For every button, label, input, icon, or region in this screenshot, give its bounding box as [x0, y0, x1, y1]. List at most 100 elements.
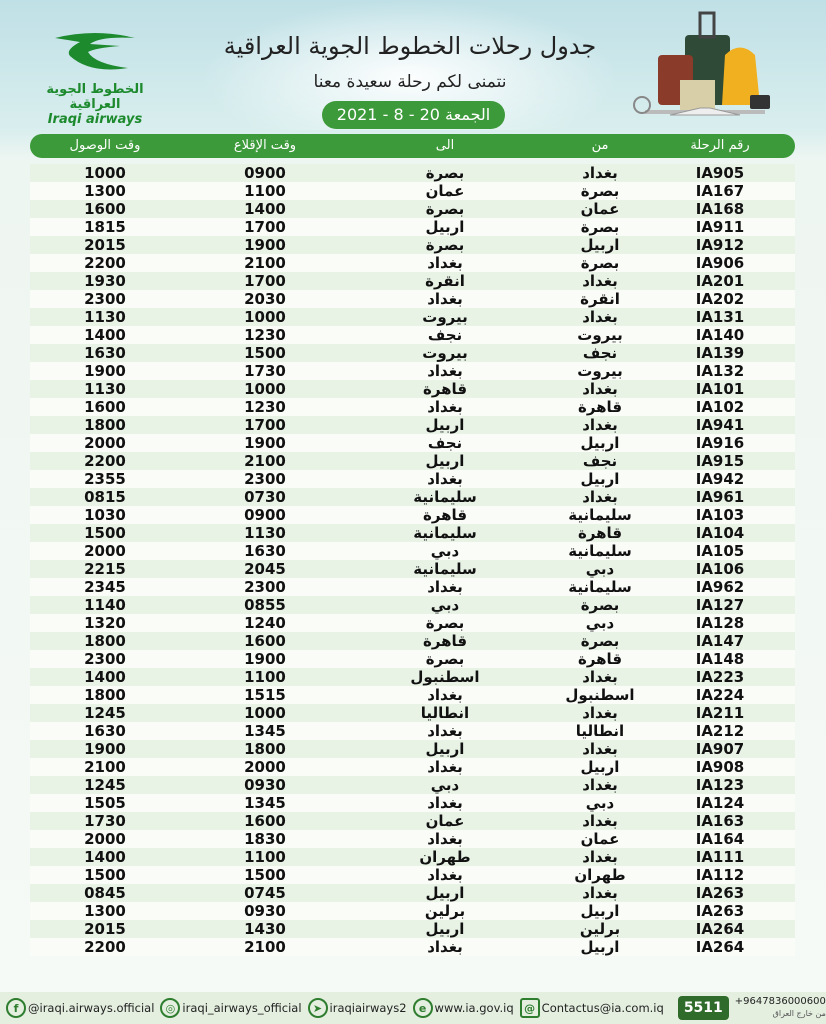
arrival-time: 2000 — [84, 830, 126, 848]
page-title: جدول رحلات الخطوط الجوية العراقية — [223, 32, 597, 60]
telegram-icon: ➤ — [307, 998, 328, 1018]
from-city: بغداد — [582, 488, 618, 506]
telegram-link[interactable]: ➤ iraqiairways2 — [307, 998, 407, 1018]
to-city: سليمانية — [413, 524, 477, 542]
to-city: انطاليا — [420, 704, 470, 722]
table-row: IA127 بصرة دبي 0855 1140 — [30, 596, 795, 614]
departure-time: 1230 — [244, 326, 286, 344]
table-row: IA112 طهران بغداد 1500 1500 — [30, 866, 795, 884]
to-city: اربيل — [425, 884, 465, 902]
to-city: عمان — [425, 812, 465, 830]
table-row: IA147 بصرة قاهرة 1600 1800 — [30, 632, 795, 650]
departure-time: 1500 — [244, 344, 286, 362]
to-city: قاهرة — [422, 506, 468, 524]
flight-number: IA911 — [695, 218, 745, 236]
table-row: IA202 انقرة بغداد 2030 2300 — [30, 290, 795, 308]
to-city: بصرة — [425, 200, 465, 218]
departure-time: 1100 — [244, 848, 286, 866]
arrival-time: 2200 — [84, 938, 126, 956]
from-city: دبي — [585, 614, 615, 632]
departure-time: 1240 — [244, 614, 286, 632]
to-city: بغداد — [427, 938, 463, 956]
arrival-time: 2200 — [84, 452, 126, 470]
luggage-illustration — [633, 11, 770, 116]
hotline-number: 5511 — [677, 996, 729, 1020]
email-link[interactable]: @ Contactus@ia.com.iq — [519, 998, 664, 1018]
arrival-time: 2015 — [84, 236, 126, 254]
departure-time: 1230 — [244, 398, 286, 416]
footer-contacts: f @iraqi.airways.official ◎ iraqi_airways_… — [0, 992, 826, 1024]
from-city: قاهرة — [577, 524, 623, 542]
arrival-time: 1500 — [84, 524, 126, 542]
facebook-link[interactable]: f @iraqi.airways.official — [6, 998, 154, 1018]
flight-number: IA102 — [695, 398, 745, 416]
table-row: IA123 بغداد دبي 0930 1245 — [30, 776, 795, 794]
to-city: بصرة — [425, 236, 465, 254]
from-city: بيروت — [577, 326, 623, 344]
website-link[interactable]: e www.ia.gov.iq — [412, 998, 514, 1018]
instagram-icon: ◎ — [160, 998, 181, 1018]
to-city: بيروت — [422, 344, 468, 362]
departure-time: 2000 — [244, 758, 286, 776]
to-city: قاهرة — [422, 632, 468, 650]
departure-time: 1100 — [244, 668, 286, 686]
arrival-time: 1320 — [84, 614, 126, 632]
table-row: IA906 بصرة بغداد 2100 2200 — [30, 254, 795, 272]
to-city: نجف — [427, 434, 463, 452]
departure-time: 1830 — [244, 830, 286, 848]
to-city: بغداد — [427, 830, 463, 848]
table-row: IA211 بغداد انطاليا 1000 1245 — [30, 704, 795, 722]
table-row: IA106 دبي سليمانية 2045 2215 — [30, 560, 795, 578]
table-row: IA103 سليمانية قاهرة 0900 1030 — [30, 506, 795, 524]
table-row: IA101 بغداد قاهرة 1000 1130 — [30, 380, 795, 398]
logo-english-text: Iraqi airways — [47, 112, 143, 127]
from-city: بغداد — [582, 848, 618, 866]
from-city: بغداد — [582, 668, 618, 686]
to-city: بغداد — [427, 866, 463, 884]
flight-number: IA148 — [695, 650, 745, 668]
mail-icon: @ — [519, 998, 540, 1018]
instagram-link[interactable]: ◎ iraqi_airways_official — [160, 998, 302, 1018]
arrival-time: 2100 — [84, 758, 126, 776]
flight-number: IA128 — [695, 614, 745, 632]
to-city: بغداد — [427, 794, 463, 812]
flight-number: IA962 — [695, 578, 745, 596]
flight-number: IA202 — [695, 290, 745, 308]
table-row: IA942 اربيل بغداد 2300 2355 — [30, 470, 795, 488]
from-city: دبي — [585, 794, 615, 812]
to-city: بغداد — [427, 290, 463, 308]
arrival-time: 1245 — [84, 704, 126, 722]
flight-number: IA167 — [695, 182, 745, 200]
departure-time: 1000 — [244, 704, 286, 722]
from-city: اسطنبول — [565, 686, 635, 704]
flight-number: IA942 — [695, 470, 745, 488]
header-from: من — [591, 138, 609, 153]
to-city: قاهرة — [422, 380, 468, 398]
departure-time: 1100 — [244, 182, 286, 200]
flight-number: IA211 — [695, 704, 745, 722]
from-city: بغداد — [582, 164, 618, 182]
from-city: بصرة — [580, 182, 620, 200]
departure-time: 1000 — [244, 380, 286, 398]
arrival-time: 1300 — [84, 902, 126, 920]
arrival-time: 1140 — [84, 596, 126, 614]
table-row: IA264 اربيل بغداد 2100 2200 — [30, 938, 795, 956]
flight-number: IA916 — [695, 434, 745, 452]
to-city: بغداد — [427, 398, 463, 416]
from-city: عمان — [580, 200, 620, 218]
from-city: نجف — [582, 452, 618, 470]
flight-number: IA106 — [695, 560, 745, 578]
flight-number: IA147 — [695, 632, 745, 650]
to-city: بصرة — [425, 614, 465, 632]
to-city: بصرة — [425, 164, 465, 182]
table-row: IA224 اسطنبول بغداد 1515 1800 — [30, 686, 795, 704]
departure-time: 0855 — [244, 596, 286, 614]
to-city: اربيل — [425, 920, 465, 938]
facebook-icon: f — [6, 998, 26, 1018]
departure-time: 1600 — [244, 632, 286, 650]
website-url: www.ia.gov.iq — [434, 1001, 514, 1015]
to-city: برلين — [424, 902, 466, 920]
phone-number: +9647836000600 — [734, 996, 826, 1007]
departure-time: 1800 — [244, 740, 286, 758]
table-row: IA223 بغداد اسطنبول 1100 1400 — [30, 668, 795, 686]
